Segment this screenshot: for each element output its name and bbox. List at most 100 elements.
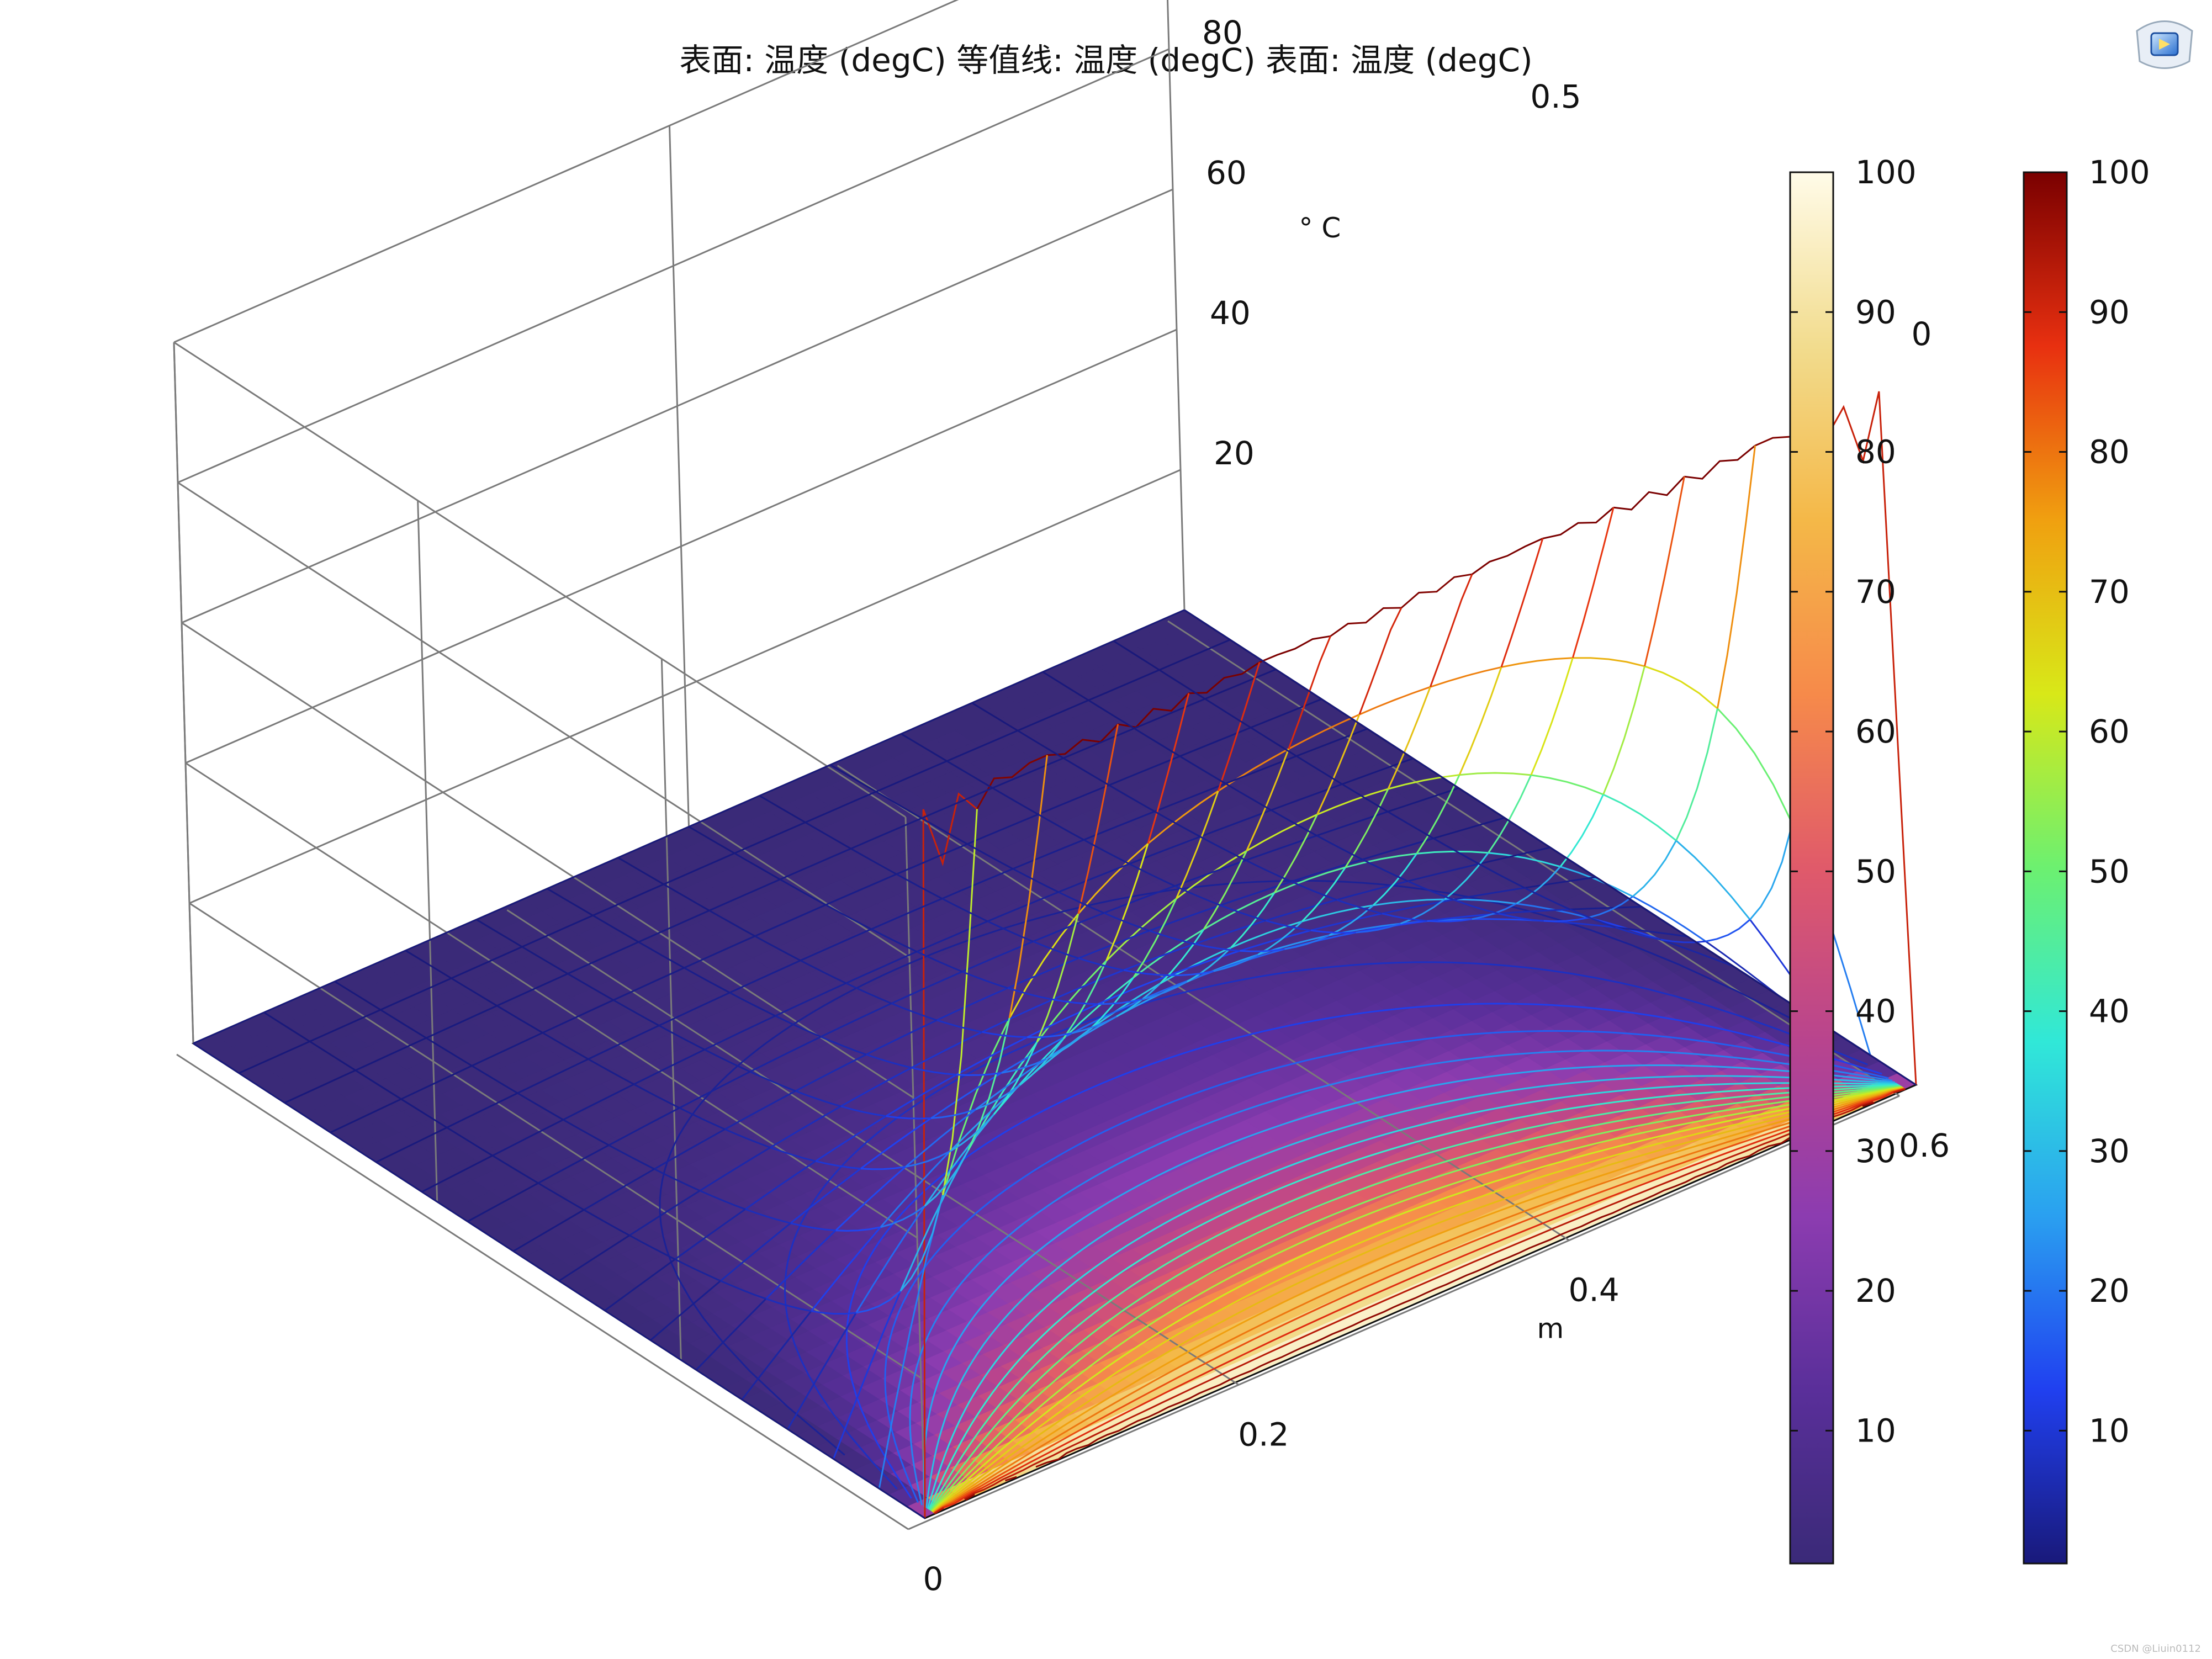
mesh-line — [309, 1009, 381, 1042]
mesh-line — [1259, 635, 1331, 663]
mesh-line — [592, 883, 664, 916]
mesh-line — [916, 951, 963, 973]
back-wall-line — [185, 762, 918, 1239]
mesh-line — [770, 1147, 816, 1162]
mesh-line — [911, 1031, 983, 1069]
mesh-line — [1342, 757, 1414, 785]
mesh-line — [830, 733, 902, 766]
z-tick-label: 60 — [1206, 154, 1247, 192]
mesh-line — [1036, 913, 1079, 1043]
mesh-line — [1168, 950, 1240, 977]
y-axis-line — [1167, 620, 1900, 1097]
contour-line — [659, 879, 1816, 1456]
mesh-line — [1113, 609, 1185, 642]
contour-lines — [659, 879, 1906, 1514]
mesh-line — [1660, 939, 1734, 967]
mesh-line — [905, 1150, 951, 1168]
mesh-line — [901, 733, 948, 762]
mesh-line — [1113, 640, 1160, 671]
mesh-line — [744, 1160, 816, 1210]
mesh-line — [421, 1191, 468, 1222]
mesh-line — [1387, 810, 1434, 839]
mesh-line — [375, 1161, 422, 1193]
mesh-line — [780, 847, 851, 881]
mesh-line — [1716, 445, 1756, 709]
mesh-line — [936, 1019, 982, 1033]
mesh-line — [805, 821, 851, 850]
mesh-line — [1472, 538, 1543, 575]
mesh-line — [674, 1258, 721, 1282]
mesh-line — [451, 977, 498, 1007]
mesh-line — [1007, 957, 1079, 989]
mesh-line — [780, 878, 827, 906]
mesh-line — [1359, 686, 1431, 715]
back-wall-vline — [660, 659, 682, 1360]
mesh-line — [899, 1149, 969, 1292]
mesh-line — [1595, 876, 1642, 908]
mesh-line — [263, 1011, 310, 1042]
mesh-line — [330, 1098, 402, 1133]
mesh-line — [658, 1025, 705, 1051]
mesh-line — [563, 1119, 610, 1146]
mesh-line — [1573, 657, 1645, 667]
mesh-line — [604, 1310, 651, 1341]
contour-line — [925, 1075, 1897, 1508]
mesh-line — [875, 791, 923, 819]
mesh-line — [284, 1069, 356, 1104]
y-tick-label: 0.5 — [1530, 78, 1581, 115]
mesh-line — [775, 1015, 822, 1038]
colorbar-tick-label: 40 — [2089, 993, 2130, 1030]
mesh-line — [1154, 810, 1201, 838]
mesh-line — [1336, 899, 1383, 915]
mesh-line — [638, 909, 710, 943]
mesh-line — [1213, 953, 1258, 972]
app-logo-icon[interactable] — [2131, 14, 2198, 75]
colorbar-tick-label: 70 — [1855, 573, 1896, 611]
mesh-line — [617, 857, 664, 885]
mesh-line — [845, 951, 917, 984]
contour-line — [929, 1085, 1901, 1511]
mesh-line — [754, 904, 827, 937]
mesh-line — [1382, 913, 1427, 922]
mesh-line — [949, 1114, 995, 1152]
mesh-line — [592, 914, 639, 943]
contour-line — [845, 1003, 1882, 1499]
mesh-line — [1160, 946, 1232, 984]
mesh-line — [1310, 913, 1383, 931]
contour-line — [923, 1064, 1895, 1507]
mesh-line — [1045, 1028, 1091, 1060]
mesh-line — [650, 1280, 721, 1341]
mesh-line — [891, 971, 963, 1004]
mesh-line — [1524, 887, 1571, 910]
watermark: CSDN @Liuin0112 — [2110, 1643, 2201, 1655]
mesh-line — [558, 1280, 606, 1312]
colorbar-tick-label: 10 — [1855, 1412, 1896, 1449]
mesh-line — [1052, 998, 1098, 1005]
mesh-line — [467, 1182, 539, 1222]
mesh-line — [993, 1042, 1038, 1115]
mesh-line — [734, 852, 781, 881]
mesh-line — [1479, 846, 1550, 865]
mesh-line — [629, 1190, 701, 1236]
mesh-line — [355, 1037, 427, 1072]
mesh-line — [1388, 774, 1460, 790]
colorbar-tick-label: 70 — [2089, 573, 2130, 611]
z-tick-label: 80 — [1202, 14, 1243, 51]
mesh-line — [1047, 723, 1119, 756]
mesh-line — [1063, 728, 1135, 759]
mesh-line — [330, 1132, 377, 1163]
mesh-line — [1058, 891, 1104, 914]
mesh-line — [1749, 823, 1793, 920]
contour-line — [932, 1086, 1904, 1513]
mesh-line — [1321, 698, 1368, 730]
mesh-line — [1588, 895, 1633, 919]
mesh-line — [1250, 727, 1297, 757]
mesh-line — [1453, 887, 1525, 901]
mesh-line — [558, 1234, 630, 1282]
mesh-line — [815, 1160, 861, 1170]
mesh-line — [1217, 662, 1261, 792]
mesh-line — [1058, 863, 1130, 893]
mesh-line — [845, 982, 892, 1004]
mesh-line — [1142, 980, 1188, 1000]
mesh-line — [1158, 669, 1206, 700]
